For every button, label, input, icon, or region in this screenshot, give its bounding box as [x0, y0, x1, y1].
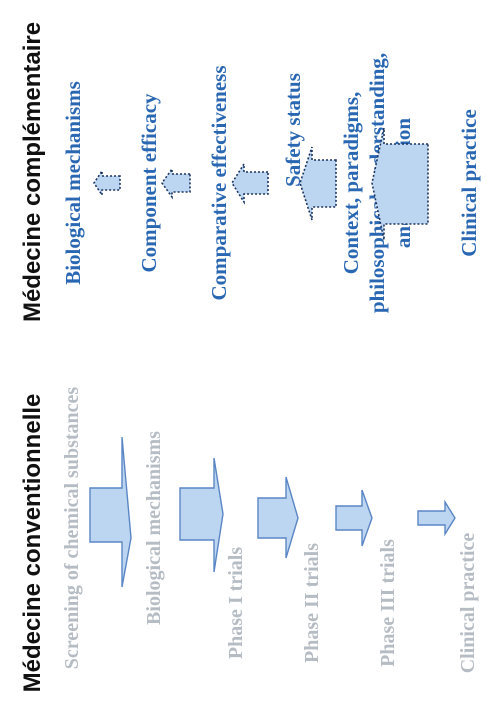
comp-step-component: Component efficacy: [137, 93, 161, 273]
comp-step-comparative: Comparative effectiveness: [207, 66, 231, 301]
complementary-column: Biological mechanisms Component efficacy…: [61, 53, 481, 313]
comp-step-clinical: Clinical practice: [457, 109, 481, 257]
conv-funnel-a: [89, 436, 132, 588]
comp-arrow-2: [161, 166, 191, 200]
comp-arrow-3: [231, 161, 269, 205]
comp-arrow-4: [299, 146, 337, 221]
comp-step-context-1: Context, paradigms,: [339, 92, 363, 275]
heading-conventional: Médecine conventionnelle: [19, 394, 46, 693]
conv-funnel-d: [335, 489, 373, 547]
conv-step-phase3: Phase III trials: [377, 539, 399, 667]
conv-funnel-e: [417, 499, 456, 537]
comp-arrow-5: [371, 127, 429, 241]
conv-step-phase1: Phase I trials: [225, 547, 247, 659]
conv-step-biological: Biological mechanisms: [143, 431, 165, 625]
comp-step-biological: Biological mechanisms: [61, 81, 85, 285]
comp-step-safety: Safety status: [281, 73, 305, 187]
heading-complementary: Médecine complémentaire: [19, 22, 46, 322]
conv-step-screening: Screening of chemical substances: [61, 387, 83, 670]
comp-arrow-1: [93, 168, 121, 198]
conv-step-phase2: Phase II trials: [301, 543, 323, 663]
conventional-column: Screening of chemical substances Biologi…: [61, 387, 479, 674]
conv-funnel-c: [257, 476, 299, 559]
conv-funnel-b: [179, 457, 224, 573]
conv-step-clinical: Clinical practice: [457, 533, 479, 674]
